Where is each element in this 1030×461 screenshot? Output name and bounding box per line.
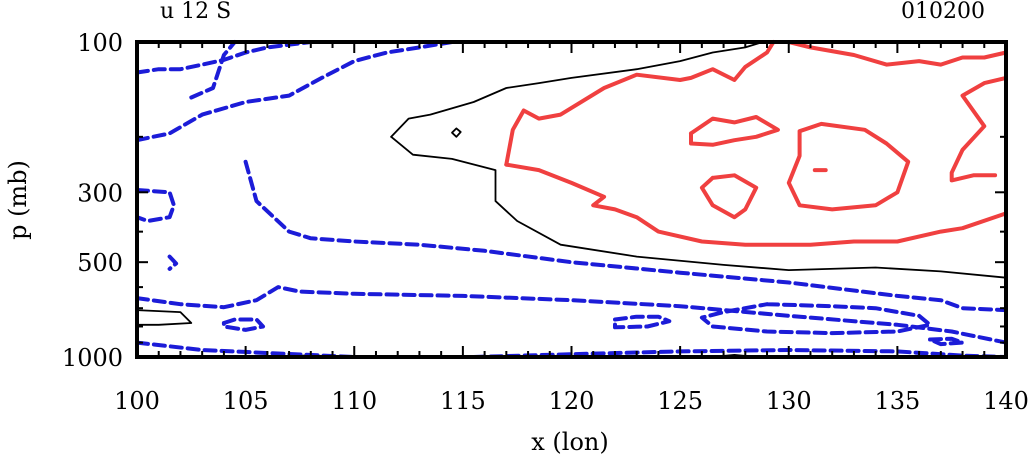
contour-negative-22	[135, 340, 357, 359]
contour-positive-6	[504, 40, 776, 167]
y-tick-label: 500	[77, 249, 123, 277]
x-tick-label: 130	[766, 387, 812, 415]
y-tick-label: 100	[77, 29, 123, 57]
x-tick-label: 135	[874, 387, 920, 415]
chart-title-left: u 12 S	[160, 0, 231, 24]
contour-negative-18	[167, 254, 179, 271]
contour-positive-11	[699, 173, 759, 220]
x-tick-labels: 100 105 110 115 120 125 130 135 140	[114, 387, 1029, 415]
x-tick-label: 105	[223, 387, 269, 415]
contour-negative-14	[189, 40, 237, 100]
contour-negative-16	[135, 40, 313, 75]
contour-positive-12	[786, 121, 911, 212]
x-tick-label: 110	[331, 387, 377, 415]
x-tick-label: 115	[440, 387, 486, 415]
contour-negative-21	[221, 317, 265, 332]
contour-negative-25	[613, 314, 672, 330]
contour-positive-8	[786, 40, 1008, 67]
contour-negative-17	[135, 188, 176, 223]
x-axis-label: x (lon)	[531, 428, 608, 456]
y-tick-label: 1000	[62, 344, 123, 372]
y-axis-label: p (mb)	[4, 160, 32, 240]
contour-negative-24	[699, 302, 932, 336]
axes-ticks	[135, 40, 1008, 359]
contour-negative-20	[243, 159, 1008, 313]
x-tick-label: 100	[114, 387, 160, 415]
contour-positive-9	[949, 75, 1008, 183]
contour-zero-3	[136, 309, 193, 326]
x-tick-label: 140	[983, 387, 1029, 415]
contour-positive-7	[504, 162, 1008, 247]
contour-zero-0	[390, 41, 764, 138]
y-tick-label: 300	[77, 179, 123, 207]
contour-zero-1	[390, 135, 1007, 279]
y-tick-labels: 100 300 500 1000	[62, 29, 123, 372]
contour-positive-10	[689, 115, 780, 147]
contour-zero-2	[451, 127, 462, 138]
x-tick-label: 120	[549, 387, 595, 415]
contour-negative-26	[928, 336, 965, 347]
contour-negative-15	[135, 40, 454, 143]
contour-negative-19	[135, 285, 1008, 345]
chart-title-right: 010200	[901, 0, 985, 24]
x-tick-label: 125	[657, 387, 703, 415]
contour-lines	[135, 40, 1008, 359]
